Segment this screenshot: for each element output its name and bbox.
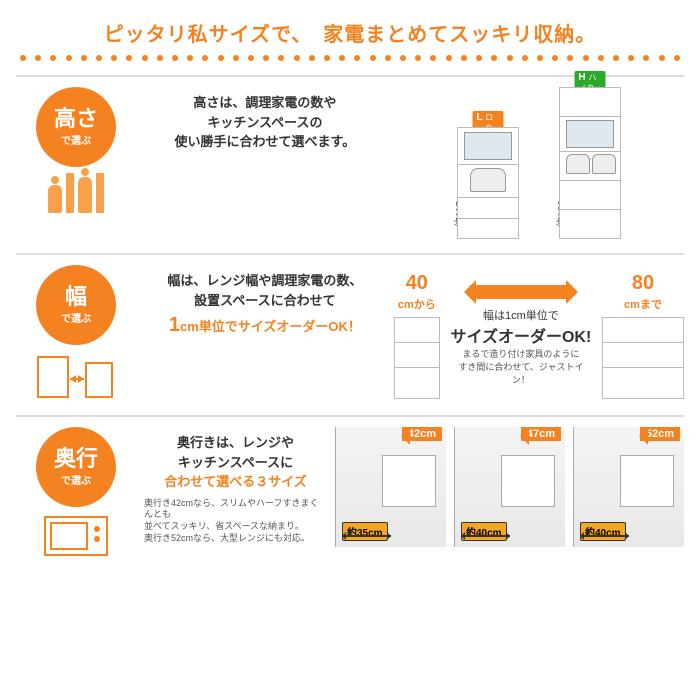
depth-label: 42cm [402,427,442,441]
cabinet-narrow [394,317,440,399]
depth-inner-arrow [580,535,629,537]
appliance-box [382,455,436,507]
depth-badge: 奥行 で選ぶ [36,427,116,507]
divider [16,415,684,417]
width-min: 40 [406,272,428,294]
height-badge: 高さ で選ぶ [36,87,116,167]
depth-microwave-icon [41,513,111,559]
depth-desc: 奥行きは、レンジや キッチンスペースに 合わせて選べる３サイズ 奥行き42cmな… [144,427,327,544]
width-range-arrow [470,285,572,299]
depth-option: 47cm 約40cm [454,427,565,547]
height-desc: 高さは、調理家電の数や キッチンスペースの 使い勝手に合わせて選べます。 [144,87,386,152]
decorative-dots [16,55,684,71]
ricecooker-icon [566,154,590,174]
height-people-icon [48,173,104,213]
microwave-icon [566,120,614,148]
depth-label: 52cm [640,427,680,441]
depth-inner-arrow [342,535,391,537]
cabinet-wide [602,317,684,399]
microwave-icon [464,132,512,160]
appliance-box [620,455,674,507]
divider [16,253,684,255]
width-badge: 幅 で選ぶ [36,265,116,345]
width-order-ok: サイズオーダーOK! [450,323,592,347]
depth-inner-badge: 約35cm [342,522,388,541]
section-height: 高さ で選ぶ 高さは、調理家電の数や キッチンスペースの 使い勝手に合わせて選べ… [16,87,684,243]
section-depth: 奥行 で選ぶ 奥行きは、レンジや キッチンスペースに 合わせて選べる３サイズ 奥… [16,427,684,567]
depth-inner-badge: 約40cm [580,522,626,541]
cabinet-high [559,87,621,239]
ricecooker-icon [470,168,506,192]
section-width: 幅 で選ぶ 幅は、レンジ幅や調理家電の数、 設置スペースに合わせて 1cm単位で… [16,265,684,405]
depth-option: 42cm 約35cm [335,427,446,547]
ricecooker-icon [592,154,616,174]
depth-inner-badge: 約40cm [461,522,507,541]
appliance-box [501,455,555,507]
page-headline: ピッタリ私サイズで、 家電まとめてスッキリ収納。 [16,18,684,47]
width-diagram-icon [36,351,116,401]
depth-inner-arrow [461,535,510,537]
cabinet-low [457,127,519,239]
width-max: 80 [632,272,654,294]
depth-option: 52cm 約40cm [573,427,684,547]
width-desc: 幅は、レンジ幅や調理家電の数、 設置スペースに合わせて 1cm単位でサイズオーダ… [144,265,386,340]
depth-label: 47cm [521,427,561,441]
